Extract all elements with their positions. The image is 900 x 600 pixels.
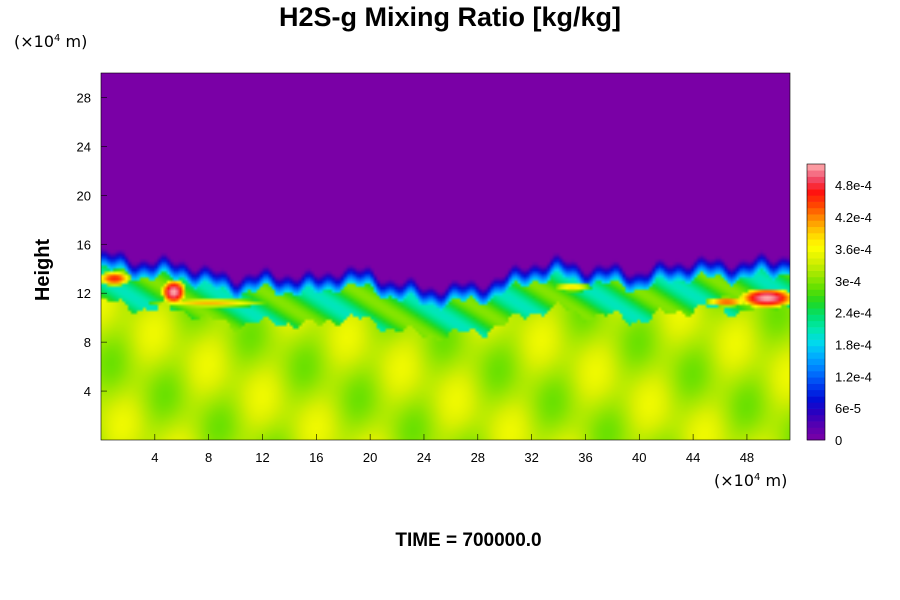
colorbar-swatch <box>807 433 825 441</box>
colorbar-swatch <box>807 320 825 328</box>
colorbar-swatch <box>807 364 825 372</box>
colorbar-tick-label: 4.2e-4 <box>835 210 872 225</box>
x-tick-label: 4 <box>151 450 158 465</box>
colorbar-swatch <box>807 289 825 297</box>
x-tick-label: 44 <box>686 450 700 465</box>
colorbar-swatch <box>807 402 825 409</box>
x-tick-label: 16 <box>309 450 323 465</box>
colorbar-swatch <box>807 352 825 359</box>
colorbar-swatch <box>807 389 825 397</box>
colorbar-swatch <box>807 295 825 303</box>
colorbar-swatch <box>807 251 825 259</box>
colorbar-swatch <box>807 164 825 171</box>
colorbar-swatch <box>807 189 825 196</box>
colorbar-swatch <box>807 302 825 309</box>
y-tick-label: 4 <box>84 384 91 399</box>
colorbar-swatch <box>807 182 825 190</box>
colorbar-tick-label: 6e-5 <box>835 401 861 416</box>
colorbar-swatch <box>807 339 825 347</box>
x-tick-label: 36 <box>578 450 592 465</box>
x-tick-label: 32 <box>524 450 538 465</box>
x-tick-label: 48 <box>740 450 754 465</box>
colorbar-tick-label: 3.6e-4 <box>835 242 872 257</box>
colorbar-swatch <box>807 207 825 215</box>
colorbar-tick-label: 1.2e-4 <box>835 369 872 384</box>
y-tick-label: 8 <box>84 335 91 350</box>
colorbar-swatch <box>807 414 825 422</box>
colorbar-swatch <box>807 371 825 378</box>
x-tick-label: 24 <box>417 450 431 465</box>
colorbar-swatch <box>807 176 825 184</box>
colorbar-swatch <box>807 345 825 353</box>
colorbar-swatch <box>807 264 825 271</box>
x-axis-ticks: 4 8 12 16 20 24 28 32 36 40 44 48 <box>151 434 754 465</box>
colorbar-tick-label: 1.8e-4 <box>835 337 872 352</box>
colorbar-swatch <box>807 258 825 265</box>
colorbar-swatch <box>807 383 825 391</box>
x-tick-label: 20 <box>363 450 377 465</box>
colorbar-swatch <box>807 427 825 435</box>
y-axis-unit: (×104 m) <box>14 32 88 51</box>
colorbar-tick-label: 0 <box>835 433 842 448</box>
mixing-ratio-field <box>101 73 790 440</box>
colorbar-swatch <box>807 233 825 240</box>
chart-title: H2S-g Mixing Ratio [kg/kg] <box>278 2 621 32</box>
colorbar-swatch <box>807 220 825 228</box>
colorbar-swatch <box>807 276 825 284</box>
colorbar-tick-label: 3e-4 <box>835 274 861 289</box>
y-axis-ticks: 4 8 12 16 20 24 28 <box>77 90 107 399</box>
colorbar-swatch <box>807 201 825 209</box>
colorbar-swatch <box>807 408 825 416</box>
x-axis-unit: (×104 m) <box>714 471 788 490</box>
colorbar-swatch <box>807 396 825 403</box>
y-tick-label: 20 <box>77 188 91 203</box>
x-tick-label: 40 <box>632 450 646 465</box>
colorbar-frame <box>806 163 826 441</box>
y-tick-label: 24 <box>77 139 91 154</box>
colorbar-swatch <box>807 270 825 278</box>
colorbar-swatch <box>807 314 825 322</box>
colorbar-swatch <box>807 283 825 290</box>
time-label: TIME = 700000.0 <box>395 530 542 551</box>
colorbar-swatch <box>807 308 825 315</box>
x-tick-label: 28 <box>471 450 485 465</box>
colorbar-swatch <box>807 226 825 234</box>
colorbar-swatch <box>807 214 825 221</box>
colorbar-swatch <box>807 377 825 384</box>
colorbar-swatch <box>807 327 825 334</box>
colorbar-swatch <box>807 333 825 340</box>
colorbar-swatch <box>807 195 825 202</box>
colorbar-swatch <box>807 358 825 366</box>
colorbar-swatch <box>807 239 825 246</box>
colorbar-tick-label: 4.8e-4 <box>835 178 872 193</box>
y-tick-label: 12 <box>77 286 91 301</box>
colorbar-swatch <box>807 170 825 177</box>
colorbar-swatch <box>807 421 825 428</box>
x-tick-label: 8 <box>205 450 212 465</box>
colorbar-swatch <box>807 245 825 253</box>
colorbar: 0 6e-5 1.2e-4 1.8e-4 2.4e-4 3e-4 3.6e-4 4.2e-4 4… <box>806 163 872 448</box>
colorbar-tick-label: 2.4e-4 <box>835 306 872 321</box>
y-tick-label: 16 <box>77 237 91 252</box>
x-tick-label: 12 <box>255 450 269 465</box>
y-tick-label: 28 <box>77 90 91 105</box>
plot-frame <box>100 72 791 441</box>
